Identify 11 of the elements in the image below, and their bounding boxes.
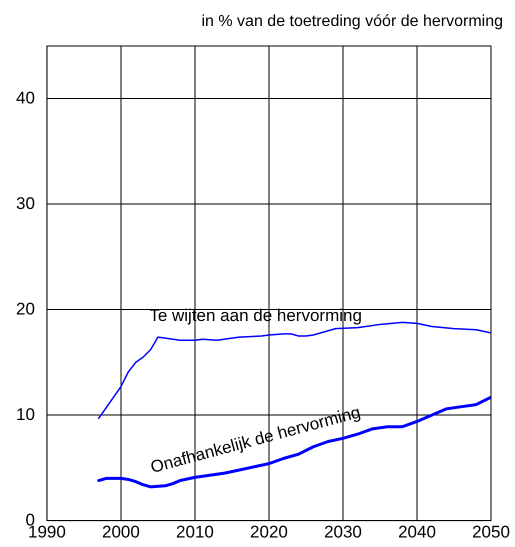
y-tick-label: 20	[16, 299, 35, 318]
y-tick-label: 30	[16, 194, 35, 213]
y-axis-title: in % van de toetreding vóór de hervorming	[201, 13, 503, 30]
y-tick-label: 40	[16, 88, 35, 108]
x-tick-label: 2050	[472, 522, 510, 542]
x-tick-label: 2020	[250, 522, 288, 542]
x-tick-label: 2040	[398, 522, 436, 542]
x-tick-label: 2010	[176, 522, 214, 542]
y-tick-label: 10	[16, 404, 35, 424]
x-tick-label: 2030	[324, 522, 362, 542]
x-tick-label: 2000	[102, 522, 140, 542]
